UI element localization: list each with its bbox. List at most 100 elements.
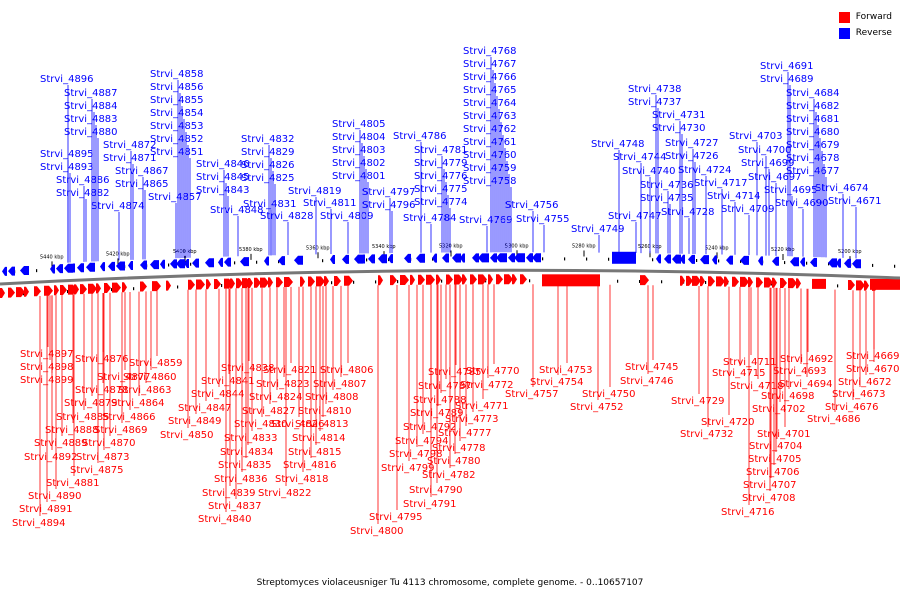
gene-label: Strvi_4731 [652, 110, 706, 121]
track-marker [586, 257, 588, 261]
gene-label: Strvi_4678 [786, 153, 840, 164]
reverse-gene-arrow [354, 254, 363, 264]
reverse-gene-arrow [116, 261, 125, 271]
forward-gene-arrow [284, 277, 293, 288]
track-marker [366, 258, 368, 262]
gene-label: Strvi_4715 [712, 368, 766, 379]
gene-label: Strvi_4781 [414, 145, 468, 156]
gene-label: Strvi_4695 [764, 185, 818, 196]
gene-label: Strvi_4873 [76, 452, 130, 463]
legend-forward: Forward [838, 9, 892, 25]
forward-gene-block [812, 278, 826, 289]
track-marker [397, 280, 399, 284]
gene-label: Strvi_4716 [721, 507, 775, 518]
gene-labels: Strvi_4896 Strvi_4887 Strvi_4884 Strvi_4883… [12, 46, 900, 537]
forward-gene-arrow [700, 276, 705, 287]
track-marker [784, 261, 786, 265]
forward-gene-arrow [16, 287, 25, 298]
reverse-gene-arrow [128, 261, 133, 271]
track-marker [388, 258, 390, 262]
gene-label: Strvi_4768 [463, 46, 517, 57]
reverse-gene-arrow [205, 258, 214, 268]
gene-label: Strvi_4806 [320, 365, 374, 376]
reverse-gene-arrow [278, 256, 285, 266]
gene-label: Strvi_4791 [403, 499, 457, 510]
reverse-gene-arrow [330, 255, 335, 265]
gene-label: Strvi_4714 [707, 191, 761, 202]
forward-gene-arrow [104, 283, 111, 294]
track-marker [661, 280, 663, 284]
gene-label: Strvi_4814 [292, 433, 346, 444]
gene-label: Strvi_4816 [283, 460, 337, 471]
track-marker [256, 260, 258, 264]
reverse-gene-arrow [368, 254, 375, 264]
forward-gene-arrow [254, 277, 261, 288]
track-marker [564, 257, 566, 261]
gene-label: Strvi_4776 [414, 171, 468, 182]
forward-gene-arrow [152, 281, 161, 292]
gene-label: Strvi_4877 [97, 372, 151, 383]
gene-label: Strvi_4813 [295, 419, 349, 430]
gene-label: Strvi_4709 [721, 204, 775, 215]
reverse-gene-arrow [218, 257, 223, 267]
legend-reverse-label: Reverse [855, 28, 892, 38]
gene-label: Strvi_4888 [45, 425, 99, 436]
gene-label: Strvi_4760 [463, 150, 517, 161]
gene-label: Strvi_4738 [628, 84, 682, 95]
track-marker [639, 279, 641, 283]
reverse-gene-arrow [224, 257, 231, 267]
forward-gene-arrow [426, 274, 435, 285]
tick-label: 5300 kbp [505, 243, 529, 249]
gene-label: Strvi_4835 [218, 460, 272, 471]
backbone-arc [0, 268, 900, 286]
gene-label: Strvi_4672 [838, 377, 892, 388]
reverse-gene-arrow [452, 253, 461, 263]
gene-label: Strvi_4815 [288, 447, 342, 458]
reverse-gene-arrow [790, 257, 799, 267]
track-marker [331, 281, 333, 285]
gene-label: Strvi_4735 [640, 193, 694, 204]
gene-label: Strvi_4837 [208, 501, 262, 512]
reverse-gene-arrow [86, 262, 95, 272]
gene-label: Strvi_4694 [779, 379, 833, 390]
track-marker [740, 259, 742, 263]
gene-label: Strvi_4856 [150, 82, 204, 93]
forward-gene-arrow [848, 280, 855, 291]
reverse-gene-arrow [836, 258, 841, 268]
gene-label: Strvi_4784 [403, 213, 457, 224]
track-marker [168, 263, 170, 267]
gene-label: Strvi_4729 [671, 396, 725, 407]
reverse-gene-arrow [828, 258, 837, 268]
forward-gene-arrow [236, 278, 243, 289]
reverse-gene-arrow [484, 253, 489, 263]
gene-label: Strvi_4858 [150, 69, 204, 80]
forward-gene-arrow [692, 275, 701, 286]
gene-label: Strvi_4750 [582, 389, 636, 400]
gene-label: Strvi_4797 [362, 187, 416, 198]
reverse-gene-arrow [740, 255, 749, 265]
gene-label: Strvi_4705 [748, 454, 802, 465]
reverse-gene-arrow [520, 253, 525, 263]
gene-label: Strvi_4682 [786, 101, 840, 112]
gene-label: Strvi_4697 [748, 172, 802, 183]
forward-gene-arrow [206, 279, 211, 290]
gene-label: Strvi_4677 [786, 166, 840, 177]
forward-gene-arrow [400, 274, 409, 285]
gene-label: Strvi_4724 [678, 165, 732, 176]
reverse-swatch [838, 27, 850, 39]
gene-label: Strvi_4892 [24, 452, 78, 463]
forward-gene-arrow [796, 278, 801, 289]
gene-label: Strvi_4702 [752, 404, 806, 415]
gene-label: Strvi_4717 [694, 178, 748, 189]
gene-label: Strvi_4804 [332, 132, 386, 143]
gene-label: Strvi_4732 [680, 429, 734, 440]
gene-label: Strvi_4844 [191, 389, 245, 400]
reverse-gene-arrow [2, 266, 7, 276]
gene-label: Strvi_4867 [115, 166, 169, 177]
gene-label: Strvi_4845 [196, 172, 250, 183]
forward-gene-arrow [0, 288, 5, 298]
gene-label: Strvi_4701 [757, 429, 811, 440]
forward-gene-arrow [166, 280, 171, 291]
gene-label: Strvi_4809 [320, 211, 374, 222]
forward-gene-block [870, 278, 900, 290]
